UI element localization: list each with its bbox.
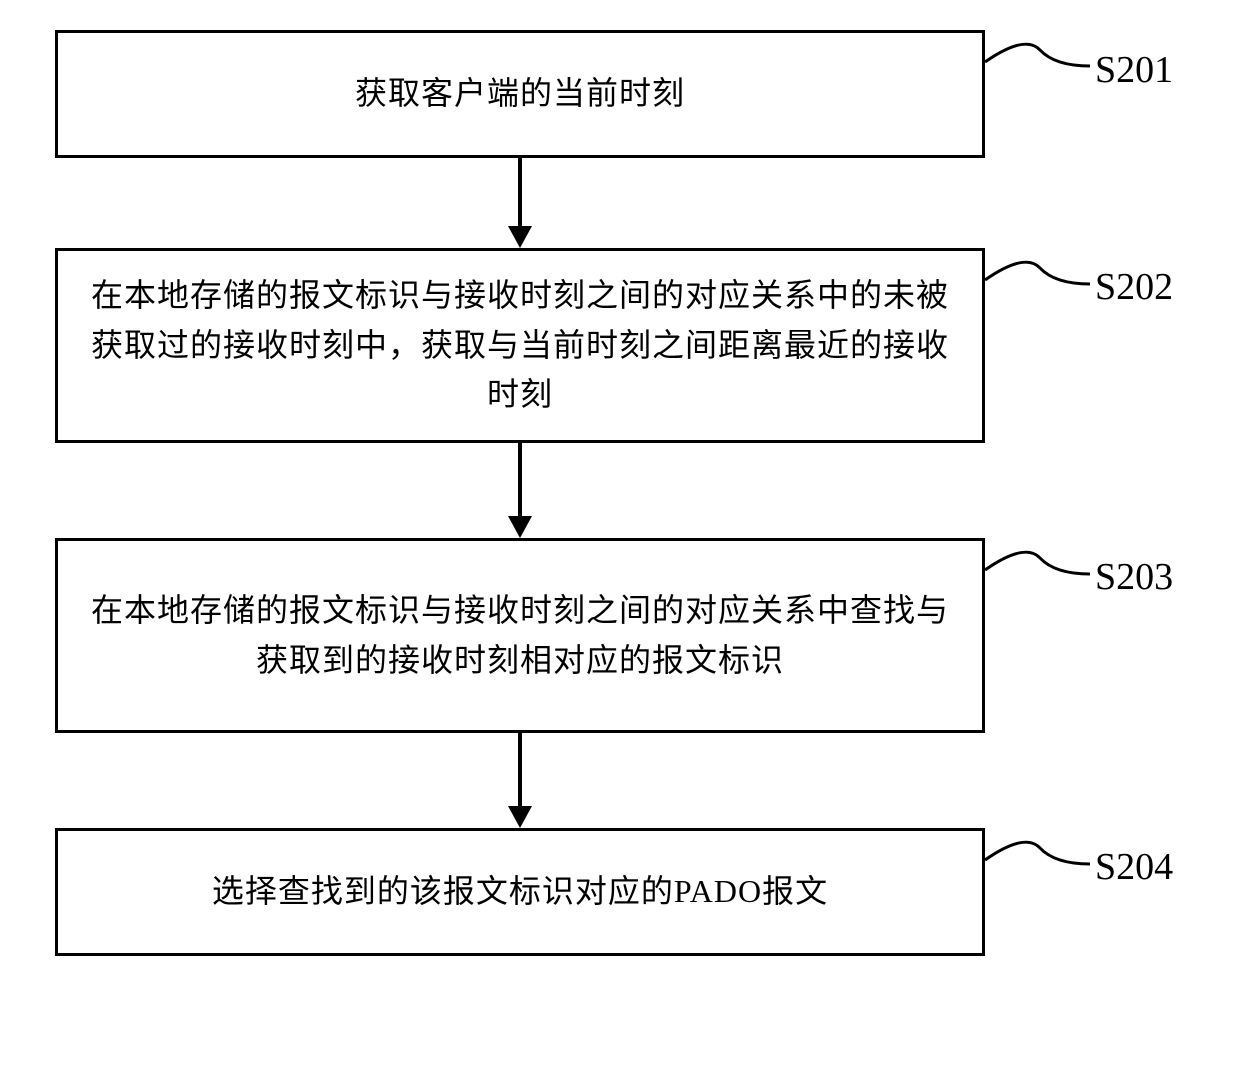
flow-node-s202-text: 在本地存储的报文标识与接收时刻之间的对应关系中的未被获取过的接收时刻中，获取与当… (78, 271, 962, 420)
flow-node-s204-text: 选择查找到的该报文标识对应的PADO报文 (212, 867, 828, 917)
callout-curve-s203 (985, 548, 1095, 598)
step-label-s204: S204 (1095, 845, 1173, 889)
flow-node-s202: 在本地存储的报文标识与接收时刻之间的对应关系中的未被获取过的接收时刻中，获取与当… (55, 248, 985, 443)
step-label-s201: S201 (1095, 48, 1173, 92)
flow-node-s203-text: 在本地存储的报文标识与接收时刻之间的对应关系中查找与获取到的接收时刻相对应的报文… (78, 586, 962, 685)
callout-curve-s204 (985, 838, 1095, 888)
step-label-s203: S203 (1095, 555, 1173, 599)
arrow-head-3-4 (508, 806, 532, 828)
arrow-2-3 (518, 443, 522, 516)
flowchart-canvas: 获取客户端的当前时刻 S201 在本地存储的报文标识与接收时刻之间的对应关系中的… (0, 0, 1240, 1079)
arrow-head-1-2 (508, 226, 532, 248)
flow-node-s201: 获取客户端的当前时刻 (55, 30, 985, 158)
flow-node-s203: 在本地存储的报文标识与接收时刻之间的对应关系中查找与获取到的接收时刻相对应的报文… (55, 538, 985, 733)
arrow-3-4 (518, 733, 522, 806)
arrow-head-2-3 (508, 516, 532, 538)
callout-curve-s201 (985, 40, 1095, 90)
step-label-s202: S202 (1095, 265, 1173, 309)
arrow-1-2 (518, 158, 522, 226)
flow-node-s201-text: 获取客户端的当前时刻 (355, 69, 685, 119)
flow-node-s204: 选择查找到的该报文标识对应的PADO报文 (55, 828, 985, 956)
callout-curve-s202 (985, 258, 1095, 308)
